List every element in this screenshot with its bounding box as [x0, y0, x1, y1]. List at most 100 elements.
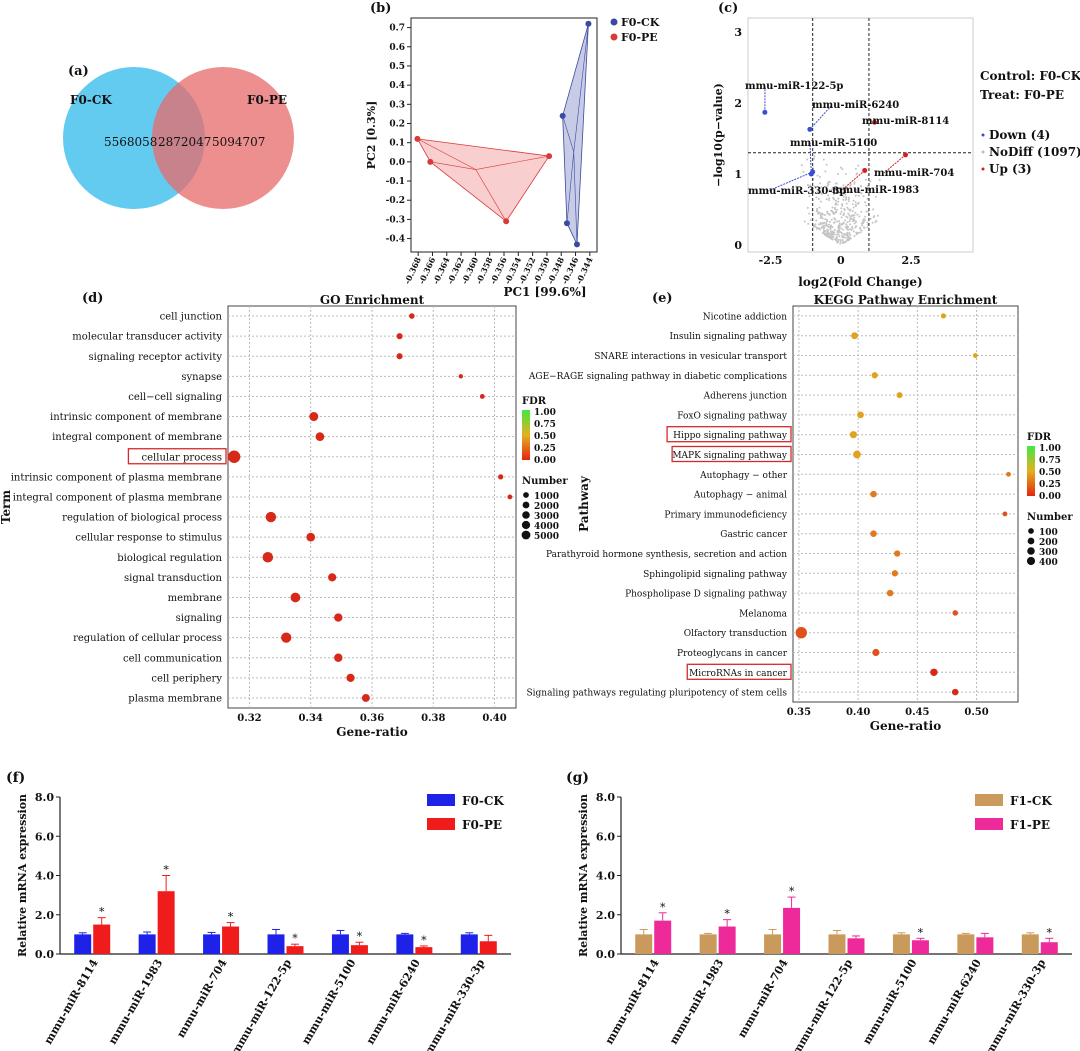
- term-label: molecular transducer activity: [72, 332, 222, 343]
- nondiff-point: [851, 225, 854, 228]
- nondiff-point: [865, 210, 868, 213]
- nondiff-point: [840, 232, 843, 235]
- nondiff-point: [836, 230, 839, 233]
- bubble: [265, 511, 277, 523]
- gene-label: mmu-miR-5100: [790, 138, 877, 149]
- nondiff-point: [842, 241, 845, 244]
- x-tick-label: 0.32: [237, 713, 261, 724]
- term-label: regulation of biological process: [62, 513, 222, 524]
- bubble: [870, 530, 877, 537]
- y-tick-label: 6.0: [596, 830, 615, 843]
- nondiff-point: [837, 238, 840, 241]
- legend-label: Down (4): [989, 128, 1050, 142]
- nondiff-point: [807, 184, 810, 187]
- bar: [1021, 934, 1039, 954]
- y-axis-label: Pathway: [577, 475, 591, 532]
- bar: [203, 934, 221, 954]
- bar: [138, 934, 156, 954]
- category-label: mmu-miR-8114: [603, 957, 662, 1047]
- nondiff-point: [818, 228, 821, 231]
- nondiff-point: [842, 212, 845, 215]
- bubble: [795, 627, 807, 639]
- bar: [1040, 942, 1058, 954]
- size-legend-label: 200: [1039, 538, 1058, 548]
- fdr-legend-title: FDR: [1027, 432, 1052, 443]
- nondiff-point: [855, 231, 858, 234]
- y-axis-label: Relative mRNA expression: [16, 794, 29, 957]
- y-tick-label: 0.0: [389, 158, 405, 168]
- size-legend-title: Number: [522, 476, 568, 487]
- nondiff-point: [860, 210, 863, 213]
- hull-spoke: [566, 151, 575, 224]
- fdr-tick-label: 0.50: [534, 432, 556, 442]
- y-axis-label: −log10(p−value): [712, 83, 725, 187]
- nondiff-point: [828, 223, 831, 226]
- venn-set-label: F0-CK: [70, 93, 112, 107]
- panel-label-g: (g): [566, 770, 589, 786]
- plot-frame: [792, 305, 1019, 703]
- hull-spoke: [475, 169, 507, 222]
- bubble: [281, 632, 292, 643]
- legend-label: F0-PE: [621, 31, 658, 44]
- nondiff-point: [842, 214, 845, 217]
- y-tick-label: -0.4: [386, 235, 405, 245]
- bar: [654, 920, 672, 954]
- term-label: signaling: [176, 613, 223, 624]
- legend-marker: [610, 33, 618, 41]
- bubble: [870, 490, 877, 498]
- nondiff-point: [826, 210, 829, 213]
- bubble: [396, 333, 403, 340]
- term-label: Autophagy − animal: [693, 491, 787, 501]
- nondiff-point: [832, 236, 835, 239]
- nondiff-point: [830, 190, 833, 193]
- nondiff-point: [842, 221, 845, 224]
- y-tick-label: 0.4: [389, 81, 405, 91]
- nondiff-point: [819, 212, 822, 215]
- nondiff-point: [834, 218, 837, 221]
- x-tick-label: -2.5: [759, 254, 783, 267]
- term-label: cell−cell signaling: [128, 392, 222, 403]
- nondiff-point: [860, 192, 863, 195]
- nondiff-point: [852, 220, 855, 223]
- bubble: [1006, 471, 1011, 477]
- nondiff-point: [809, 219, 812, 222]
- nondiff-point: [834, 199, 837, 202]
- venn-circle-f0-pe: [152, 67, 294, 209]
- nondiff-point: [846, 231, 849, 234]
- hull-f0-pe: [416, 138, 550, 222]
- nondiff-point: [854, 194, 857, 197]
- nondiff-point: [822, 190, 825, 193]
- venn-set-label: F0-PE: [247, 93, 287, 107]
- panel-label-c: (c): [718, 1, 738, 16]
- bar: [718, 926, 736, 954]
- legend-marker: [981, 167, 985, 171]
- panel-label-d: (d): [82, 291, 103, 306]
- category-label: mmu-miR-6240: [364, 957, 423, 1047]
- bubble: [891, 570, 899, 577]
- nondiff-point: [818, 206, 821, 209]
- bubble: [853, 450, 861, 459]
- nondiff-point: [807, 191, 810, 194]
- term-label: Insulin signaling pathway: [670, 332, 788, 342]
- label-leader: [809, 142, 812, 175]
- bar: [847, 938, 865, 954]
- x-tick-label: 0.50: [964, 707, 988, 718]
- nondiff-point: [836, 220, 839, 223]
- term-label: signal transduction: [124, 573, 223, 584]
- bubble: [479, 394, 485, 399]
- nondiff-point: [849, 208, 852, 211]
- nondiff-point: [872, 208, 875, 211]
- y-tick-label: 0.5: [389, 62, 405, 72]
- x-tick-label: 0.38: [421, 713, 445, 724]
- nondiff-point: [846, 216, 849, 219]
- nondiff-point: [841, 234, 844, 237]
- nondiff-point: [820, 226, 823, 229]
- significance-star: *: [724, 908, 730, 921]
- nondiff-point: [866, 197, 869, 200]
- nondiff-point: [878, 178, 881, 181]
- y-tick-label: 2.0: [596, 909, 615, 922]
- nondiff-point: [872, 216, 875, 219]
- gene-label: mmu-miR-330-3p: [748, 186, 846, 197]
- nondiff-point: [813, 155, 816, 158]
- y-tick-label: 0.3: [389, 100, 405, 110]
